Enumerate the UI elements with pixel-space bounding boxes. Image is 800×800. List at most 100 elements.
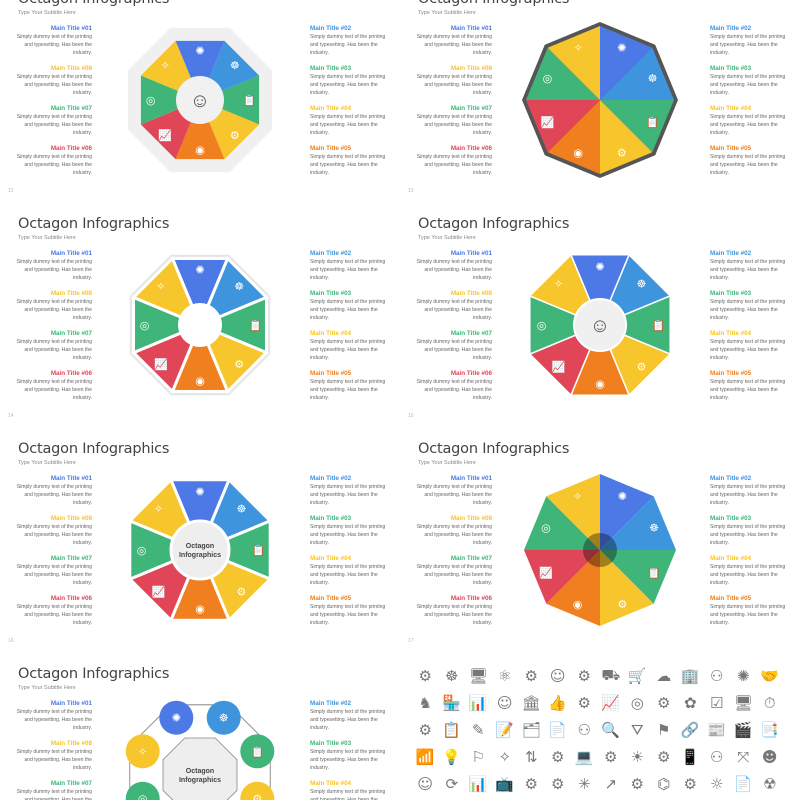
line-icon: ↗: [604, 774, 618, 793]
item-7: Main Title #05 Simply dummy text of the …: [310, 370, 390, 402]
clipboard-gear-icon: 📋: [647, 566, 661, 579]
slide-12[interactable]: Octagon Infographics Type Your Subtitle H…: [0, 0, 400, 200]
segment-2[interactable]: [600, 47, 674, 100]
item-title: Main Title #04: [310, 780, 352, 787]
item-title: Main Title #05: [710, 370, 752, 377]
line-icon: 📄: [548, 720, 568, 739]
line-icon: 📊: [468, 774, 488, 793]
center-label: Octagon: [186, 543, 214, 550]
item-title: Main Title #07: [450, 555, 492, 562]
slide-16[interactable]: Octagon Infographics Type Your Subtitle H…: [0, 425, 400, 650]
item-title: Main Title #07: [450, 330, 492, 337]
item-title: Main Title #04: [710, 555, 752, 562]
segment-5[interactable]: [175, 100, 225, 160]
node-4[interactable]: [240, 781, 275, 800]
item-2: Main Title #07 Simply dummy text of the …: [12, 780, 92, 800]
segment-4[interactable]: [600, 100, 653, 174]
item-title: Main Title #03: [710, 290, 752, 297]
item-text: Simply dummy text of the printing and ty…: [16, 749, 92, 771]
segment-7[interactable]: [524, 496, 600, 550]
segment-6[interactable]: [524, 550, 600, 604]
slide-17[interactable]: Octagon Infographics Type Your Subtitle H…: [400, 425, 800, 650]
segment-4[interactable]: [600, 550, 654, 626]
octagon-graphic: ✺ ☸ 📋 ⚙ ◉ 📈 ◎ ✧ ☺: [520, 245, 680, 405]
slide-14[interactable]: Octagon Infographics Type Your Subtitle H…: [0, 200, 400, 425]
user-badge-icon: ◉: [195, 604, 205, 616]
segment-1[interactable]: [600, 474, 654, 550]
clipboard-gear-icon: 📋: [252, 544, 266, 557]
line-icon: 🏢: [680, 666, 700, 685]
line-icon: ⏱: [763, 693, 776, 712]
node-3[interactable]: [240, 734, 275, 769]
octagon-graphic: ✺ ☸ 📋 ⚙ ◉ 📈 ◎ ✧: [520, 20, 680, 180]
node-8[interactable]: [125, 734, 160, 769]
item-7: Main Title #05 Simply dummy text of the …: [310, 145, 390, 177]
item-title: Main Title #05: [710, 595, 752, 602]
item-6: Main Title #04 Simply dummy text of the …: [310, 780, 390, 800]
item-3: Main Title #06 Simply dummy text of the …: [412, 145, 492, 177]
line-icon: ☸: [445, 666, 459, 685]
segment-3[interactable]: [600, 100, 674, 153]
segment-6[interactable]: [526, 100, 600, 153]
segment-5[interactable]: [546, 550, 600, 626]
clipboard-gear-icon: 📋: [646, 116, 660, 129]
segment-7[interactable]: [140, 75, 200, 125]
slide-last[interactable]: Octagon Infographics Type Your Subtitle H…: [0, 650, 400, 800]
node-1[interactable]: [159, 700, 194, 735]
icon-grid: ⚙ ☸ 🖥 ⚛ ⚙ ☺ ⚙ ⛟ 🛒 ☁ 🏢 ⚇ ✺ 🤝 ♞ 🏪 📊 ☺ 🏛 👍 ⚙ 📈 ◎ ⚙ ✿ ☑ 🖥 ⏱ ⚙ 📋 ✎ 📝 🗂 📄 ⚇ 🔍 ⛛ ⚑ 🔗 📰…: [412, 662, 783, 797]
lightbulb-icon: ✺: [618, 491, 627, 503]
ideas-sparkle-icon: ✧: [156, 281, 165, 293]
center-label: Octagon: [186, 768, 214, 775]
clipboard-gear-icon: 📋: [250, 745, 264, 758]
line-icon: ✧: [498, 747, 512, 766]
item-1: Main Title #08 Simply dummy text of the …: [12, 515, 92, 547]
item-title: Main Title #03: [710, 65, 752, 72]
ideas-sparkle-icon: ✧: [154, 504, 163, 516]
item-text: Simply dummy text of the printing and ty…: [416, 114, 492, 136]
item-text: Simply dummy text of the printing and ty…: [16, 299, 92, 321]
item-title: Main Title #01: [50, 25, 92, 32]
segment-2[interactable]: [600, 496, 676, 550]
node-2[interactable]: [206, 700, 241, 735]
node-7[interactable]: [125, 781, 160, 800]
segment-3[interactable]: [200, 75, 260, 125]
line-icon: ☺: [549, 666, 566, 685]
segment-1[interactable]: [175, 40, 225, 100]
slide-13[interactable]: Octagon Infographics Type Your Subtitle H…: [400, 0, 800, 200]
item-title: Main Title #02: [310, 25, 352, 32]
item-0: Main Title #01 Simply dummy text of the …: [412, 250, 492, 282]
item-1: Main Title #08 Simply dummy text of the …: [12, 740, 92, 772]
slide-number: 15: [408, 413, 414, 419]
item-1: Main Title #08 Simply dummy text of the …: [12, 65, 92, 97]
item-text: Simply dummy text of the printing and ty…: [416, 154, 492, 176]
maze-target-icon: ◎: [541, 523, 551, 535]
segment-1[interactable]: [600, 26, 653, 100]
ferris-wheel-icon: ☸: [236, 504, 246, 516]
segment-8[interactable]: [546, 474, 600, 550]
item-3: Main Title #06 Simply dummy text of the …: [12, 595, 92, 627]
item-2: Main Title #07 Simply dummy text of the …: [412, 105, 492, 137]
item-6: Main Title #04 Simply dummy text of the …: [310, 555, 390, 587]
segment-7[interactable]: [526, 47, 600, 100]
ferris-wheel-icon: ☸: [649, 523, 659, 535]
item-3: Main Title #06 Simply dummy text of the …: [412, 370, 492, 402]
head-lightbulb-icon: ☺: [190, 90, 210, 112]
item-title: Main Title #03: [310, 65, 352, 72]
item-5: Main Title #03 Simply dummy text of the …: [310, 515, 390, 547]
segment-5[interactable]: [547, 100, 600, 174]
item-text: Simply dummy text of the printing and ty…: [710, 379, 786, 401]
segment-3[interactable]: [600, 550, 676, 604]
segment-8[interactable]: [547, 26, 600, 100]
lightbulb-icon: ✺: [195, 487, 204, 499]
slide-subtitle: Type Your Subtitle Here: [418, 10, 476, 16]
item-7: Main Title #05 Simply dummy text of the …: [710, 145, 790, 177]
item-title: Main Title #06: [450, 595, 492, 602]
item-6: Main Title #04 Simply dummy text of the …: [710, 555, 790, 587]
slide-15[interactable]: Octagon Infographics Type Your Subtitle H…: [400, 200, 800, 425]
item-title: Main Title #06: [50, 370, 92, 377]
item-title: Main Title #04: [310, 330, 352, 337]
segment-8[interactable]: [130, 255, 203, 328]
item-title: Main Title #08: [50, 740, 92, 747]
item-3: Main Title #06 Simply dummy text of the …: [12, 145, 92, 177]
item-text: Simply dummy text of the printing and ty…: [710, 564, 786, 586]
